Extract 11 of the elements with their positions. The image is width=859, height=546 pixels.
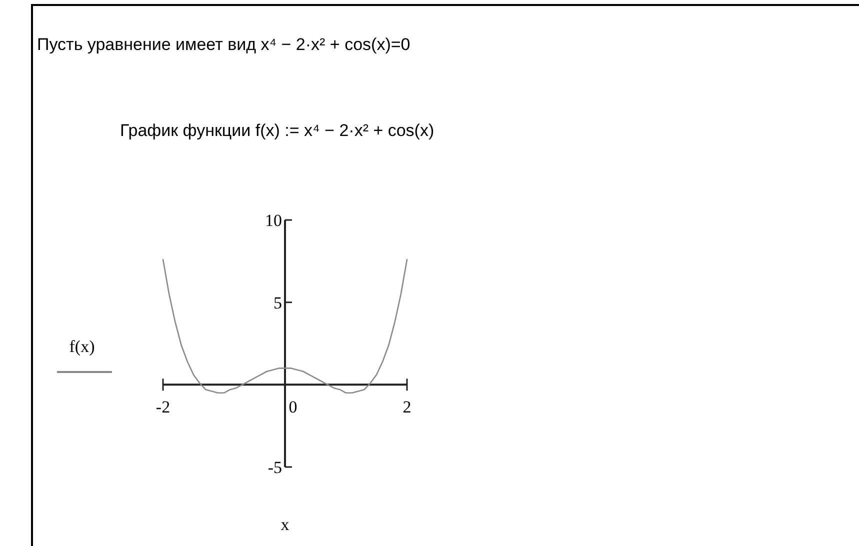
- x-axis-title: x: [280, 515, 290, 534]
- y-tick-label: 10: [265, 211, 282, 230]
- text: f(x): [69, 337, 95, 356]
- chart-title: Пусть уравнение имеет вид x⁴ − 2·x² + cos(x)=0: [37, 35, 410, 54]
- x-tick-label: -2: [156, 398, 170, 417]
- x-tick-label: 2: [402, 398, 412, 417]
- chart-subtitle: График функции f(x) := x⁴ − 2·x² + cos(x): [120, 121, 434, 140]
- y-tick-label: 5: [274, 293, 282, 312]
- y-tick-label: -5: [268, 458, 282, 477]
- x-tick-label: 0: [288, 398, 298, 417]
- line-series: [162, 258, 408, 394]
